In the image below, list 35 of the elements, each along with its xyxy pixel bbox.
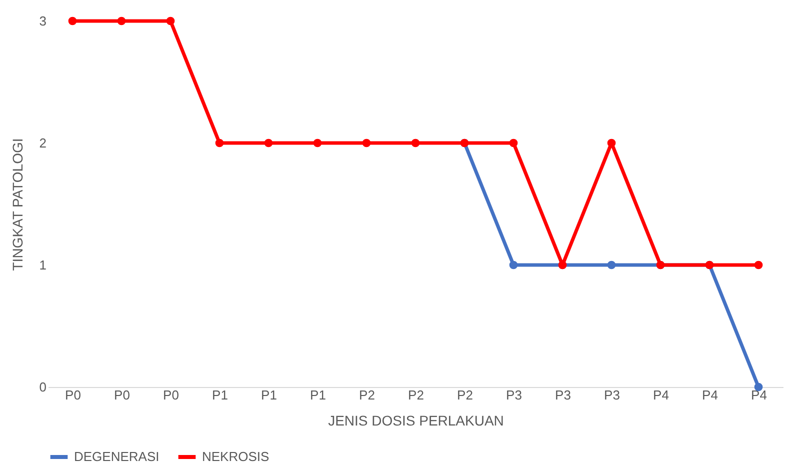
x-tick-label: P1: [212, 388, 228, 402]
point: [754, 260, 763, 270]
y-tick-label: 0: [39, 380, 46, 394]
y-tick-label: 3: [39, 14, 46, 28]
x-tick-label: P1: [310, 388, 326, 402]
point: [215, 138, 224, 148]
x-tick-label: P3: [604, 388, 620, 402]
point: [117, 16, 126, 26]
point: [411, 138, 420, 148]
y-tick-label: 1: [39, 258, 46, 272]
legend-label: DEGENERASI: [74, 449, 160, 464]
x-tick-label: P2: [359, 388, 375, 402]
x-tick-label: P0: [65, 388, 81, 402]
point: [362, 138, 371, 148]
x-tick-label: P4: [751, 388, 767, 402]
point: [313, 138, 322, 148]
point: [607, 260, 616, 270]
x-tick-label: P0: [163, 388, 179, 402]
x-tick-label: P2: [408, 388, 424, 402]
point: [68, 16, 77, 26]
y-axis-title: TINGKAT PATOLOGI: [9, 138, 26, 271]
x-tick-label: P3: [555, 388, 571, 402]
x-tick-label: P1: [261, 388, 277, 402]
point: [264, 138, 273, 148]
x-tick-label: P3: [506, 388, 522, 402]
x-tick-label: P0: [114, 388, 130, 402]
x-tick-label: P4: [653, 388, 669, 402]
point: [166, 16, 175, 26]
x-tick-label: P4: [702, 388, 718, 402]
point: [509, 260, 518, 270]
y-tick-label: 2: [39, 136, 46, 150]
legend-label: NEKROSIS: [202, 449, 270, 464]
point: [509, 138, 518, 148]
x-axis-title: JENIS DOSIS PERLAKUAN: [328, 412, 504, 428]
x-tick-label: P2: [457, 388, 473, 402]
